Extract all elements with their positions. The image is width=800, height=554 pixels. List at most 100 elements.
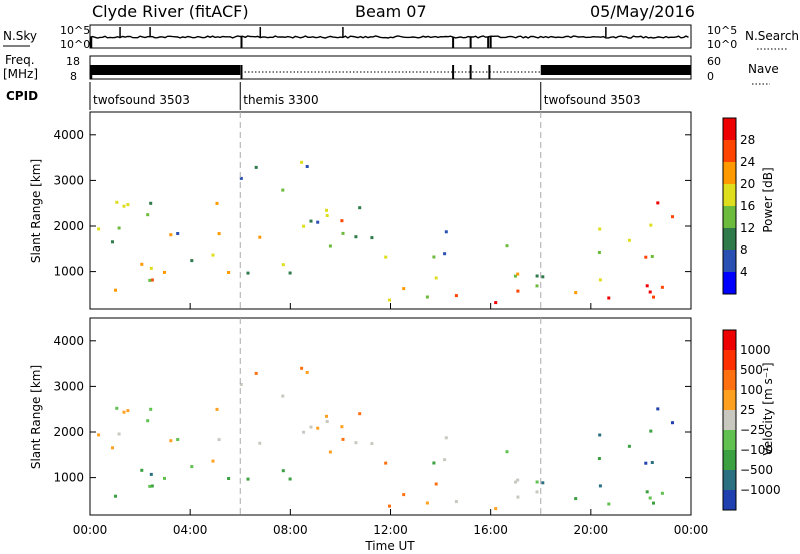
velocity-cell (648, 496, 652, 500)
cpid-label: CPID (6, 89, 38, 103)
power-cell (649, 223, 653, 227)
velocity-cell (425, 501, 429, 505)
power-cell (358, 206, 362, 210)
nsky-tick-top: 10^5 (60, 24, 90, 37)
xtick-label-3: 12:00 (373, 523, 408, 537)
velocity-cell (434, 482, 438, 486)
power-cell (660, 285, 664, 289)
power-cell (598, 227, 602, 231)
power-cell (281, 188, 285, 192)
power-cell (215, 201, 219, 205)
velocity-cell (597, 457, 601, 460)
power-cell (122, 204, 126, 208)
velocity-cell (598, 484, 602, 488)
colorbar-tick-7: −1000 (740, 483, 781, 497)
power-cell (607, 296, 611, 300)
velocity-cell (432, 461, 436, 465)
colorbar-cell-8 (723, 490, 736, 511)
velocity-cell (505, 450, 509, 454)
power-cell (597, 251, 601, 254)
power-cell (316, 220, 320, 224)
colorbar-cell-5 (723, 430, 736, 451)
ytick-label-2: 3000 (53, 173, 84, 187)
xtick-label-5: 20:00 (574, 523, 609, 537)
power-cell (227, 271, 231, 274)
power-cell (163, 270, 166, 274)
velocity-cell (384, 461, 388, 465)
velocity-cell (148, 484, 152, 488)
power-cell (140, 262, 144, 266)
noise-strip-frame (89, 24, 692, 49)
colorbar-cell-1 (723, 140, 736, 163)
power-cell (574, 291, 578, 295)
power-cell (514, 274, 517, 278)
noise-spikes (90, 27, 607, 48)
x-axis-title: Time UT (364, 539, 415, 553)
velocity-cell (309, 425, 313, 429)
power-cell (444, 230, 448, 234)
velocity-cell (644, 461, 648, 465)
power-cell (239, 176, 243, 180)
velocity-cell (516, 478, 520, 482)
power-ylabel: Slant Range [km] (29, 159, 43, 263)
power-cell (650, 255, 654, 258)
power-cell (254, 165, 258, 169)
velocity-cell (671, 421, 674, 425)
velocity-cell (281, 394, 285, 398)
velocity-cell (169, 439, 173, 443)
power-cell (325, 208, 328, 212)
station-title: Clyde River (fitACF) (92, 2, 249, 21)
power-cell (494, 301, 498, 305)
x-axis: 00:00 04:00 08:00 12:00 16:00 20:00 00:00 (73, 303, 708, 537)
colorbar-tick-0: 1000 (740, 343, 771, 357)
colorbar-cell-1 (723, 350, 736, 371)
power-colorbar: 28 24 20 16 12 8 4 (722, 117, 755, 295)
velocity-cell (111, 446, 114, 450)
velocity-cell (341, 437, 345, 441)
velocity-cell (328, 450, 332, 454)
power-cell (300, 160, 304, 164)
power-cell (126, 203, 130, 207)
colorbar-cell-7 (723, 272, 736, 295)
velocity-cell (541, 481, 545, 485)
xtick-label-0: 00:00 (73, 523, 108, 537)
nave-tick-top: 60 (707, 55, 721, 68)
power-cell (217, 232, 221, 236)
velocity-cell (514, 480, 517, 484)
nave-label: Nave (748, 62, 779, 76)
power-cell (115, 200, 119, 204)
power-cell (598, 278, 602, 282)
colorbar-cell-0 (723, 118, 736, 141)
velocity-cell (258, 441, 262, 445)
velocity-cell (607, 502, 611, 506)
velocity-cell (454, 500, 458, 504)
power-cell (302, 224, 306, 228)
power-cell (149, 266, 153, 270)
freq-strip: Freq. [MHz] 18 8 60 0 Nave (3, 53, 779, 85)
nsky-tick-bottom: 10^0 (60, 38, 90, 51)
nave-tick-bottom: 0 (707, 70, 714, 83)
nsearch-tick-bottom: 10^0 (707, 38, 737, 51)
colorbar-cell-3 (723, 184, 736, 207)
power-cell (117, 226, 121, 230)
velocity-cell (305, 371, 309, 374)
velocity-panel: 1000 2000 3000 4000 Slant Range [km] 1000 50… (29, 317, 781, 516)
power-cell (114, 288, 117, 292)
velocity-cell (535, 490, 539, 494)
noise-strip: N.Sky 10^5 10^0 10^5 10^0 N.Search (3, 24, 799, 51)
freq-bars (90, 65, 691, 79)
power-cell (645, 284, 649, 288)
velocity-cell (126, 409, 130, 413)
colorbar-tick-2: 100 (740, 383, 763, 397)
colorbar-tick-6: 4 (740, 265, 748, 279)
freq-label: Freq. (5, 53, 35, 67)
colorbar-tick-6: −500 (740, 463, 773, 477)
velocity-colorbar-label: Velocity [m s⁻¹] (761, 362, 775, 455)
velocity-cell (176, 438, 180, 441)
velocity-cell (652, 501, 655, 505)
velocity-cell (535, 480, 539, 484)
velocity-cell (117, 432, 121, 436)
velocity-cell (281, 469, 285, 473)
velocity-cell (149, 407, 153, 411)
velocity-cell (114, 494, 117, 498)
